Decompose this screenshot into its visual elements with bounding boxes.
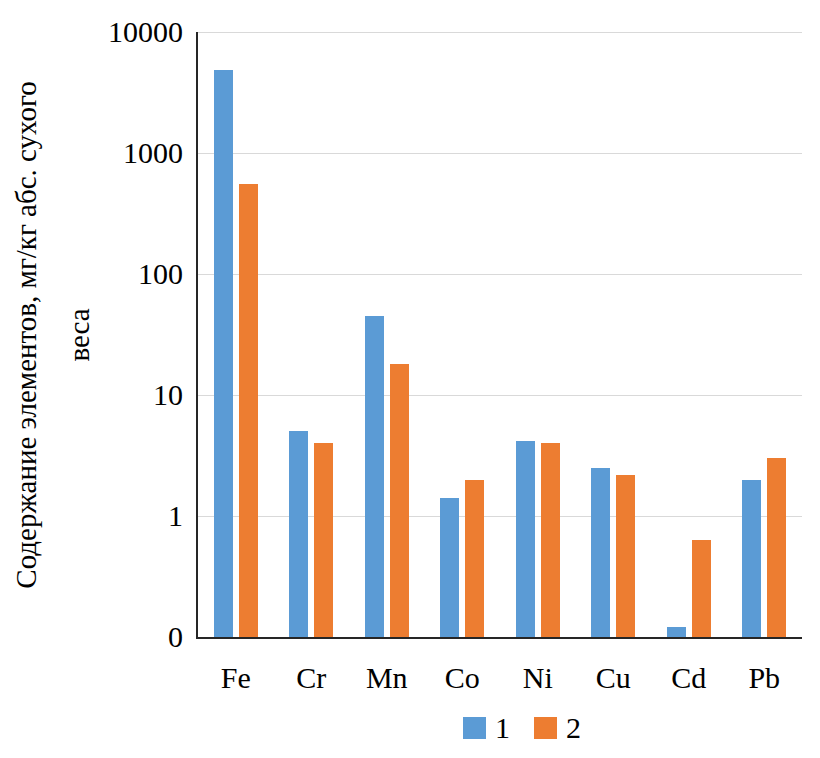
x-axis-label-Co: Co [425,658,501,698]
y-tick-label-1: 1 [0,499,183,533]
gridline-10 [198,395,802,396]
x-axis-label-Cd: Cd [651,658,727,698]
x-axis-label-Cu: Cu [576,658,652,698]
x-axis-label-Fe: Fe [198,658,274,698]
x-axis-label-Pb: Pb [727,658,803,698]
bar-series2-Cu [616,475,635,637]
bar-series1-Pb [742,480,761,637]
y-axis-title-line1: Содержание элементов, мг/кг абс. сухого [0,25,53,645]
bar-series1-Cu [591,468,610,637]
bar-series1-Fe [214,70,233,638]
y-axis-title: Содержание элементов, мг/кг абс. сухого … [0,25,106,645]
bar-series2-Cd [692,540,711,637]
gridline-10000 [198,32,802,33]
legend-swatch-series2 [534,717,557,739]
legend-label-series1: 1 [495,712,510,744]
bar-series2-Pb [767,458,786,637]
legend-item-1: 1 [463,712,510,744]
legend-label-series2: 2 [566,712,581,744]
y-tick-label-100: 100 [0,257,183,291]
y-axis-line [196,32,198,639]
legend-swatch-series1 [463,717,486,739]
bar-series2-Ni [541,443,560,637]
x-axis-label-Cr: Cr [274,658,350,698]
y-tick-label-0: 0 [0,620,183,654]
plot-area [198,32,802,637]
bar-series1-Co [440,498,459,637]
x-axis-labels: FeCrMnCoNiCuCdPb [198,658,802,700]
x-axis-line [196,637,802,639]
bar-series2-Co [465,480,484,637]
bar-series1-Cr [289,431,308,637]
bar-series1-Mn [365,316,384,637]
bar-series1-Ni [516,441,535,637]
y-tick-label-1000: 1000 [0,136,183,170]
gridline-100 [198,274,802,275]
x-axis-label-Ni: Ni [500,658,576,698]
bar-series2-Fe [239,184,258,637]
bar-series2-Cr [314,443,333,637]
y-tick-label-10: 10 [0,378,183,412]
gridline-1000 [198,153,802,154]
y-tick-label-10000: 10000 [0,15,183,49]
y-axis-title-line2: веса [53,25,106,645]
x-axis-label-Mn: Mn [349,658,425,698]
legend-item-2: 2 [534,712,581,744]
legend: 12 [220,712,820,744]
bar-series2-Mn [390,364,409,637]
bar-series1-Cd [667,627,686,637]
metal-content-bar-chart: Содержание элементов, мг/кг абс. сухого … [0,0,820,758]
